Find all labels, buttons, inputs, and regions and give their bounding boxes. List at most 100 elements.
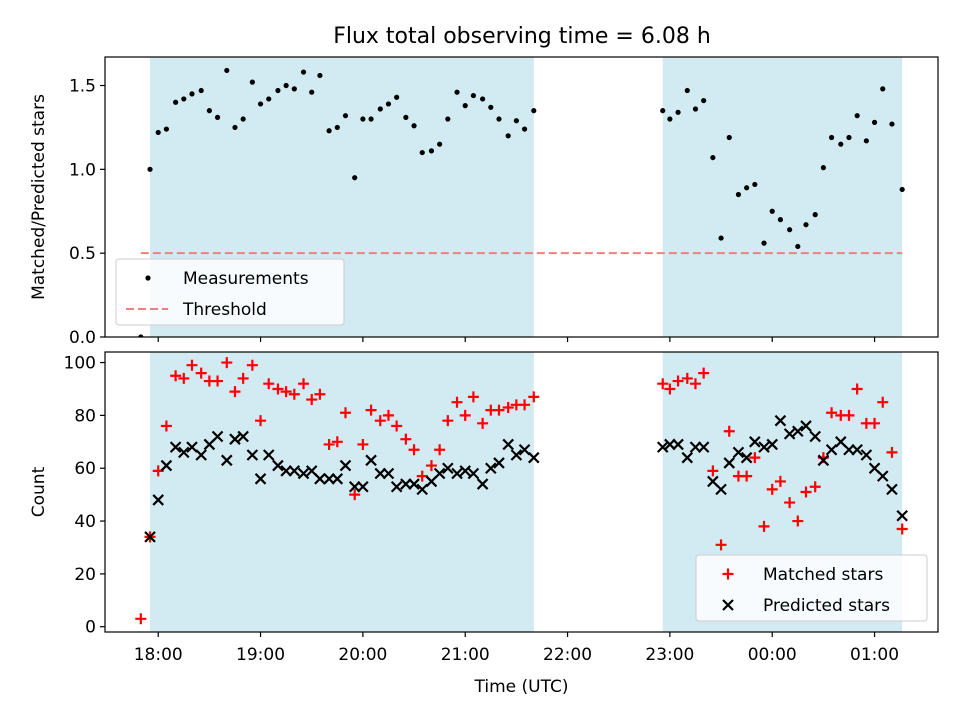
measurementspoint <box>232 124 238 131</box>
measurementspoint <box>710 154 716 161</box>
matched-starspoint <box>672 375 684 387</box>
predicted-starspoint <box>732 446 745 459</box>
predicted-starspoint <box>510 449 523 461</box>
x-axis-label: Time (UTC) <box>474 677 569 697</box>
matched-starspoint <box>160 420 172 432</box>
matched-starspoint <box>298 378 310 390</box>
predicted-starspoint <box>288 465 301 477</box>
observing-interval-shade <box>150 352 534 632</box>
predicted-starspoint <box>485 462 497 475</box>
axes-frame <box>104 56 939 338</box>
matched-starspoint <box>877 396 889 408</box>
predicted-starspoint <box>186 441 198 453</box>
measurementspoint <box>462 103 468 109</box>
matched-starspoint <box>391 420 403 432</box>
y-tick-label: 0 <box>85 618 96 638</box>
y-tick-label: 0.5 <box>69 244 96 264</box>
matched-starspoint <box>749 452 761 464</box>
matched-starspoint <box>255 415 267 427</box>
measurementspoint <box>660 108 666 114</box>
x-tick-label: 20:00 <box>338 645 387 665</box>
measurementspoint <box>394 94 400 100</box>
predicted-starspoint <box>876 470 889 482</box>
predicted-starspoint <box>357 480 369 493</box>
matched-starspoint <box>657 378 669 390</box>
measurementspoint <box>266 96 272 102</box>
measurementspoint <box>368 116 374 122</box>
measurementspoint <box>899 186 905 193</box>
predicted-starspoint <box>178 446 190 459</box>
matched-starspoint <box>707 465 719 477</box>
observing-interval-shade <box>662 57 903 337</box>
measurementspoint <box>752 181 758 188</box>
y-axis-label: Count <box>29 466 49 517</box>
matched-starspoint <box>408 444 420 456</box>
matched-starspoint <box>723 425 735 437</box>
x-tick-label: 23:00 <box>645 645 694 665</box>
measurementspoint <box>496 116 502 122</box>
predicted-starspoint <box>237 430 249 443</box>
matched-starspoint <box>178 372 190 384</box>
predicted-starspoint <box>246 449 259 461</box>
matched-starspoint <box>758 520 770 532</box>
measurementspoint <box>224 67 230 74</box>
predicted-starspoint <box>144 531 156 543</box>
predicted-starspoint <box>262 449 275 461</box>
matched-starspoint <box>792 515 804 527</box>
measurementspoint <box>214 114 221 120</box>
predicted-starspoint <box>160 459 173 472</box>
measurementspoint <box>249 79 255 85</box>
predicted-starspoint <box>518 443 531 456</box>
measurementspoint <box>787 227 793 233</box>
x-tick-label: 21:00 <box>441 645 490 665</box>
measurementspoint <box>317 72 323 79</box>
measurementspoint <box>291 86 297 92</box>
measurementspoint <box>334 124 340 131</box>
predicted-starspoint <box>715 483 727 496</box>
matched-starspoint <box>339 407 351 419</box>
matched-starspoint <box>349 489 361 501</box>
predicted-starspoint <box>528 451 540 464</box>
y-tick-label: 60 <box>74 459 96 479</box>
matched-starspoint <box>425 460 437 472</box>
matched-starspoint <box>477 417 489 429</box>
top-panel: 0.0 0.5 1.0 1.5 Matched/Predicted stars Measu… <box>29 56 939 348</box>
predicted-starspoint <box>783 428 796 440</box>
measurementspoint <box>470 92 477 99</box>
predicted-starspoint <box>886 483 898 496</box>
legend-box <box>115 258 345 326</box>
predicted-starspoint <box>365 454 377 467</box>
predicted-starspoint <box>390 480 403 493</box>
x-tick-label: 19:00 <box>236 645 285 665</box>
predicted-starspoint <box>774 414 787 427</box>
measurementspoint <box>309 89 315 95</box>
predicted-starspoint <box>211 430 224 443</box>
measurementspoint <box>735 191 742 198</box>
predicted-starspoint <box>758 441 770 453</box>
predicted-starspoint <box>169 441 182 453</box>
matched-starspoint <box>323 438 335 450</box>
predicted-starspoint <box>442 462 454 475</box>
y-tick-label: 1.0 <box>69 160 96 180</box>
matched-starspoint <box>400 433 412 445</box>
matched-starspoint <box>698 367 710 379</box>
measurementspoint <box>889 121 895 127</box>
measurementspoint <box>445 116 451 122</box>
matched-starspoint <box>246 359 258 371</box>
matched-starspoint <box>467 391 479 403</box>
measurementspoint <box>488 104 494 110</box>
matched-starspoint <box>306 394 318 406</box>
measurementspoint <box>777 217 784 223</box>
matched-starspoint <box>715 539 727 551</box>
predicted-starspoint <box>809 430 821 443</box>
predicted-starspoint <box>656 441 669 453</box>
measurementspoint <box>820 165 826 171</box>
measurementspoint <box>206 108 212 114</box>
predicted-starspoint <box>451 467 463 480</box>
measurementspoint <box>769 208 775 214</box>
matched-starspoint <box>809 481 821 493</box>
measurementspoint <box>531 108 537 114</box>
matched-starspoint <box>374 415 386 427</box>
predicted-starspoint <box>229 433 241 445</box>
matched-starspoint <box>212 375 224 387</box>
